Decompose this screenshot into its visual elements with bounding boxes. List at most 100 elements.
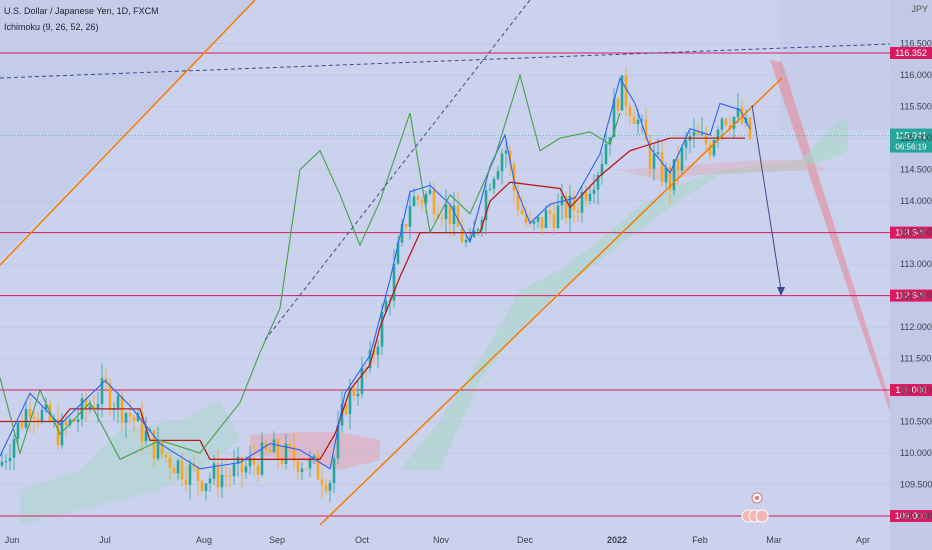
- y-tick-label: 109.000: [900, 511, 932, 521]
- candle-body: [440, 218, 444, 220]
- candle-body: [304, 468, 308, 470]
- candle-body: [32, 416, 36, 419]
- level-price-label: 111.000: [895, 385, 926, 395]
- candle-body: [640, 119, 644, 121]
- candle-body: [300, 468, 304, 472]
- current-price-tag: [890, 128, 932, 153]
- candle-body: [116, 395, 120, 409]
- candle-body: [692, 131, 696, 137]
- candle-body: [488, 188, 492, 191]
- chikou-line: [0, 73, 621, 461]
- candle-body: [332, 458, 336, 484]
- x-tick-label: Aug: [196, 535, 212, 545]
- candle-body: [700, 132, 704, 135]
- candle-body: [360, 367, 364, 394]
- cloud-bearish: [250, 432, 380, 470]
- channel-lower-line: [319, 77, 783, 526]
- candle-body: [636, 119, 640, 125]
- candle-body: [352, 388, 356, 397]
- candle-body: [404, 224, 408, 227]
- candle-body: [504, 150, 508, 154]
- level-price-label: 113.500: [895, 228, 927, 238]
- candle-body: [248, 457, 252, 467]
- candle-body: [24, 409, 28, 428]
- candle-body: [316, 455, 320, 480]
- candle-body: [136, 412, 140, 422]
- candle-body: [620, 75, 624, 111]
- candle-body: [44, 404, 48, 410]
- candle-body: [220, 474, 224, 488]
- candle-body: [656, 152, 660, 154]
- candle-body: [296, 460, 300, 472]
- y-tick-label: 114.500: [900, 165, 932, 175]
- price-axis-background: [890, 0, 932, 550]
- candle-body: [676, 159, 680, 171]
- candle-body: [588, 193, 592, 201]
- candle-body: [384, 300, 388, 312]
- y-tick-label: 116.500: [900, 39, 932, 49]
- candle-body: [560, 196, 564, 206]
- candle-body: [608, 137, 612, 144]
- candle-body: [56, 419, 60, 446]
- candle-body: [144, 430, 148, 442]
- candle-body: [432, 189, 436, 215]
- level-price-tag: [890, 289, 932, 302]
- candle-body: [364, 367, 368, 369]
- channel-upper-line: [0, 0, 256, 266]
- candle-body: [164, 454, 168, 458]
- candle-body: [444, 204, 448, 220]
- candle-body: [624, 75, 628, 107]
- y-tick-label: 110.500: [900, 417, 932, 427]
- candle-body: [380, 311, 384, 347]
- candle-body: [4, 461, 8, 463]
- candle-body: [204, 483, 208, 492]
- candle-body: [252, 457, 256, 465]
- x-tick-label: Apr: [856, 535, 870, 545]
- event-marker-dot: [755, 496, 759, 500]
- candle-body: [456, 205, 460, 227]
- candle-body: [356, 393, 360, 397]
- candle-body: [104, 378, 108, 384]
- candle-body: [680, 147, 684, 171]
- candle-body: [344, 403, 348, 415]
- candle-body: [244, 466, 248, 473]
- indicator-lines: [0, 73, 751, 470]
- candle-body: [436, 214, 440, 219]
- x-tick-label: Feb: [692, 535, 708, 545]
- candle-body: [92, 406, 96, 410]
- candle-body: [684, 140, 688, 148]
- level-price-label: 112.500: [895, 291, 927, 301]
- candle-body: [216, 463, 220, 488]
- kijun-line: [0, 137, 745, 460]
- candle-body: [396, 242, 400, 264]
- candle-body: [292, 446, 296, 461]
- candle-body: [200, 481, 204, 492]
- y-tick-label: 109.500: [900, 480, 932, 490]
- candle-body: [312, 455, 316, 459]
- candle-body: [408, 205, 412, 227]
- x-tick-label: Nov: [433, 535, 450, 545]
- flag-event-icon[interactable]: [755, 509, 769, 523]
- candle-body: [496, 171, 500, 179]
- candle-body: [544, 210, 548, 229]
- candle-body: [516, 190, 520, 211]
- candle-body: [628, 106, 632, 117]
- y-tick-label: 116.000: [900, 70, 932, 80]
- future-zone-shading: [780, 0, 890, 130]
- candle-body: [604, 143, 608, 164]
- candle-body: [140, 412, 144, 442]
- candle-body: [720, 118, 724, 130]
- candle-body: [592, 189, 596, 194]
- cloud-bearish-late: [620, 160, 830, 180]
- candle-body: [716, 129, 720, 140]
- candle-body: [64, 420, 68, 426]
- candle-body: [108, 383, 112, 411]
- level-price-tag: [890, 384, 932, 397]
- candle-body: [160, 440, 164, 455]
- event-markers[interactable]: [741, 492, 769, 523]
- candle-body: [28, 409, 32, 417]
- candle-body: [128, 413, 132, 417]
- trend-lines: [0, 0, 891, 526]
- candle-body: [172, 467, 176, 474]
